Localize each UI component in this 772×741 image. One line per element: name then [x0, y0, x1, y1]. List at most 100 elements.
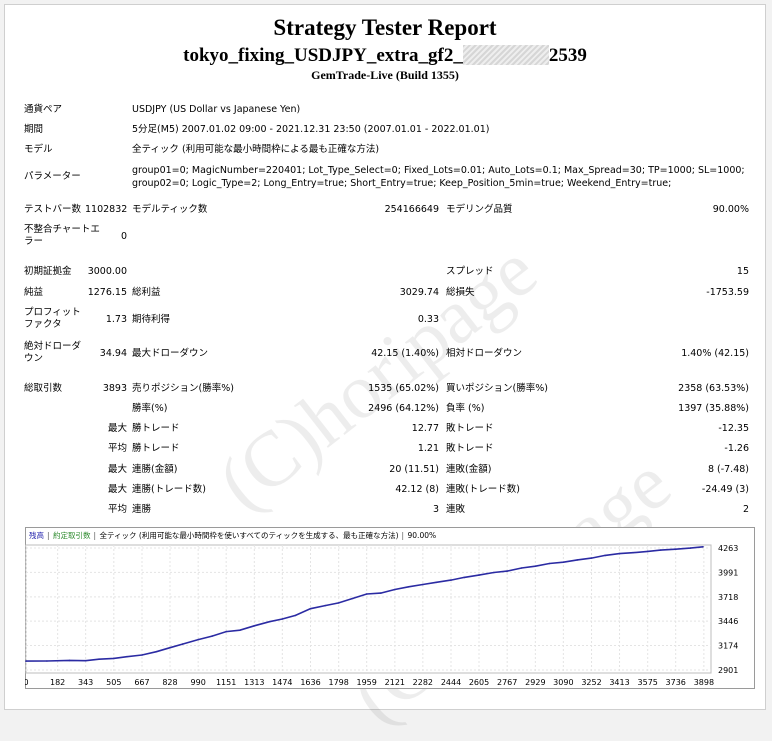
balance-point [268, 620, 271, 623]
avg-cons-wins-label: 連勝 [132, 504, 152, 515]
balance-point [548, 562, 551, 565]
x-tick-label: 3898 [694, 678, 714, 687]
avg-win-value: 1.21 [417, 443, 439, 454]
legend-separator: | [94, 531, 97, 540]
balance-point [422, 583, 424, 586]
chart-frame [25, 527, 755, 689]
x-tick-label: 182 [50, 678, 65, 687]
balance-point [337, 602, 340, 604]
balance-point [141, 654, 143, 656]
abs-drawdown-label: 絶対ドローダウン [24, 341, 82, 364]
balance-point [211, 635, 213, 637]
expected-payoff-value: 0.33 [417, 314, 439, 325]
y-tick-label: 3446 [718, 617, 738, 626]
gross-profit-label: 総利益 [132, 287, 161, 298]
balance-point [450, 579, 452, 581]
mismatch-label: 不整合チャートエラー [24, 224, 100, 247]
balance-point [365, 593, 368, 595]
server-name: GemTrade-Live (Build 1355) [311, 68, 459, 82]
max-drawdown-label: 最大ドローダウン [132, 348, 209, 359]
balance-point [576, 559, 579, 561]
total-trades-label: 総取引数 [24, 383, 63, 394]
balance-point [463, 576, 466, 579]
x-tick-label: 2121 [385, 678, 405, 687]
balance-point [84, 659, 87, 662]
gross-loss-label: 総損失 [446, 287, 475, 298]
balance-point [352, 597, 354, 600]
long-positions-label: 買いポジション(勝率%) [446, 383, 548, 394]
spread-value: 15 [736, 266, 749, 277]
balance-point [126, 655, 128, 658]
params-line-1: group01=0; MagicNumber=220401; Lot_Type_… [132, 165, 745, 176]
x-tick-label: 990 [191, 678, 206, 687]
watermark: (C)horipage [201, 225, 553, 527]
spread-label: スプレッド [446, 266, 494, 277]
x-tick-label: 1798 [328, 678, 348, 687]
cons-profit-label: 連勝(トレード数) [132, 484, 206, 495]
win-rate-value: 2496 (64.12%) [368, 403, 439, 414]
balance-point [294, 614, 297, 617]
x-tick-label: 3575 [638, 678, 658, 687]
x-tick-label: 2605 [469, 678, 489, 687]
period-label: 期間 [24, 124, 44, 135]
short-positions-value: 1535 (65.02%) [368, 383, 439, 394]
gross-loss-value: -1753.59 [706, 287, 749, 298]
x-tick-label: 2282 [413, 678, 433, 687]
profit-factor-label: プロフィットファクタ [24, 307, 81, 330]
legend-item: 約定取引数 [53, 530, 91, 540]
legend-item: 90.00% [408, 531, 437, 540]
worst-trade-label: 敗トレード [446, 423, 494, 434]
redacted-block [462, 45, 549, 65]
balance-point [197, 638, 199, 641]
x-tick-label: 2767 [497, 678, 517, 687]
worst-trade-value: -12.35 [718, 423, 749, 434]
cons-loss-amount-label: 連敗(トレード数) [446, 484, 520, 495]
ticks-value: 254166649 [384, 204, 439, 215]
balance-point [659, 549, 662, 551]
balance-chart-svg: 残高 | 約定取引数 | 全ティック (利用可能な最小時間枠を使いすべてのティックを生成… [23, 527, 755, 689]
report-page: Strategy Tester Report tokyo_fixing_USDJ… [4, 4, 766, 739]
balance-point [281, 618, 284, 620]
balance-point [25, 660, 27, 662]
cons-losses-value: 8 (-7.48) [707, 464, 749, 475]
ea-name-prefix: tokyo_fixing_USDJPY_extra_gf2_ [183, 45, 463, 66]
mismatch-value: 0 [120, 231, 127, 242]
balance-point [604, 554, 606, 557]
balance-point [169, 646, 171, 649]
bars-value: 1102832 [85, 204, 128, 215]
avg-loss-label: 敗トレード [446, 443, 494, 454]
balance-point [618, 552, 621, 555]
cons-wins-label: 連勝(金額) [132, 464, 178, 475]
avg-cons-losses-value: 2 [742, 504, 749, 515]
best-trade-value: 12.77 [411, 423, 439, 434]
total-trades-value: 3893 [102, 383, 127, 394]
balance-point [493, 571, 495, 574]
loss-rate-value: 1397 (35.88%) [678, 403, 749, 414]
balance-point [674, 548, 677, 550]
balance-point [646, 550, 649, 553]
balance-point [239, 629, 241, 631]
balance-point [632, 551, 634, 554]
balance-point [520, 567, 523, 569]
balance-point [155, 650, 158, 653]
report-title: Strategy Tester Report [273, 15, 497, 40]
gross-profit-value: 3029.74 [399, 287, 439, 298]
x-tick-label: 2929 [525, 678, 545, 687]
win-rate-label: 勝率(%) [132, 403, 168, 414]
avg-cons-wins-value: 3 [432, 504, 439, 515]
quality-value: 90.00% [712, 204, 749, 215]
balance-point [534, 565, 537, 567]
balance-point [407, 586, 410, 588]
ea-name: tokyo_fixing_USDJPY_extra_gf2_ 2539 [5, 45, 765, 67]
profit-factor-value: 1.73 [105, 314, 127, 325]
avg-word: 平均 [107, 443, 127, 454]
max-word: 最大 [107, 423, 127, 434]
balance-chart: 残高 | 約定取引数 | 全ティック (利用可能な最小時間枠を使いすべてのティックを生成… [23, 527, 755, 689]
rel-drawdown-label: 相対ドローダウン [446, 348, 523, 359]
max-drawdown-value: 42.15 (1.40%) [371, 348, 439, 359]
balance-point [98, 658, 100, 660]
model-value: 全ティック (利用可能な最小時間枠による最も正確な方法) [132, 144, 380, 155]
x-tick-label: 0 [25, 678, 29, 687]
expected-payoff-label: 期待利得 [132, 314, 171, 325]
balance-point [380, 592, 382, 594]
